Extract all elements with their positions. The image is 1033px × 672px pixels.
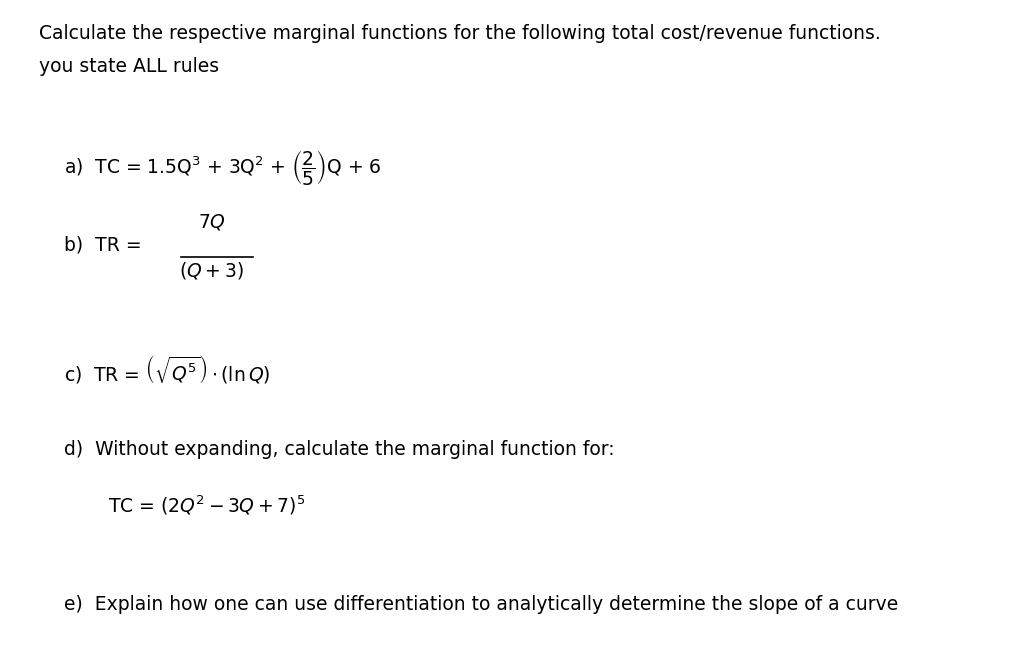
Text: $7Q$: $7Q$	[197, 212, 226, 232]
Text: TC = $(2Q^2 - 3Q + 7)^5$: TC = $(2Q^2 - 3Q + 7)^5$	[108, 494, 306, 517]
Text: a)  TC = 1.5Q$^3$ + 3Q$^2$ + $\left(\dfrac{2}{5}\right)$Q + 6: a) TC = 1.5Q$^3$ + 3Q$^2$ + $\left(\dfra…	[64, 148, 382, 187]
Text: Calculate the respective marginal functions for the following total cost/revenue: Calculate the respective marginal functi…	[39, 24, 881, 42]
Text: d)  Without expanding, calculate the marginal function for:: d) Without expanding, calculate the marg…	[64, 440, 615, 459]
Text: you state ALL rules: you state ALL rules	[39, 57, 219, 76]
Text: e)  Explain how one can use differentiation to analytically determine the slope : e) Explain how one can use differentiati…	[64, 595, 899, 614]
Text: $(Q+3)$: $(Q+3)$	[180, 260, 244, 281]
Text: c)  TR = $\left(\sqrt{Q^5}\right) \cdot (\ln Q)$: c) TR = $\left(\sqrt{Q^5}\right) \cdot (…	[64, 353, 271, 385]
Text: b)  TR =: b) TR =	[64, 236, 142, 255]
